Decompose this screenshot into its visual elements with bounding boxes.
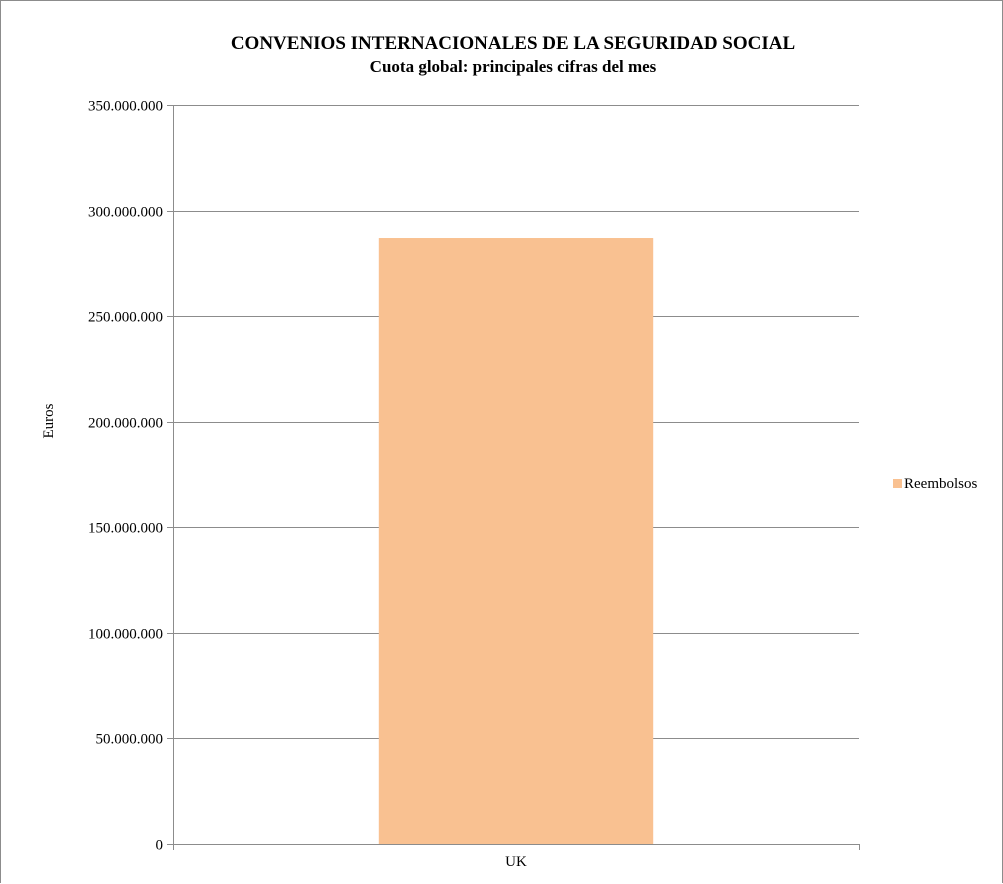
bar bbox=[378, 238, 654, 844]
chart-subtitle: Cuota global: principales cifras del mes bbox=[370, 57, 657, 76]
y-tick-label: 300.000.000 bbox=[88, 205, 163, 221]
y-tick-label: 250.000.000 bbox=[88, 310, 163, 326]
tick-labels: 0 50.000.000 100.000.000 150.000.000 200.000… bbox=[88, 99, 527, 871]
legend: Reembolsos bbox=[893, 476, 977, 492]
y-tick-label: 0 bbox=[156, 838, 164, 854]
y-tick-label: 200.000.000 bbox=[88, 416, 163, 432]
bars bbox=[378, 238, 654, 844]
y-tick-label: 350.000.000 bbox=[88, 99, 163, 115]
chart-title: CONVENIOS INTERNACIONALES DE LA SEGURIDA… bbox=[231, 33, 795, 54]
axes bbox=[167, 105, 860, 850]
legend-label: Reembolsos bbox=[904, 476, 977, 492]
y-tick-label: 150.000.000 bbox=[88, 521, 163, 537]
y-axis-label: Euros bbox=[41, 403, 57, 438]
x-tick-label: UK bbox=[505, 854, 527, 870]
y-tick-label: 50.000.000 bbox=[96, 732, 164, 748]
legend-swatch bbox=[893, 479, 902, 488]
y-tick-label: 100.000.000 bbox=[88, 627, 163, 643]
